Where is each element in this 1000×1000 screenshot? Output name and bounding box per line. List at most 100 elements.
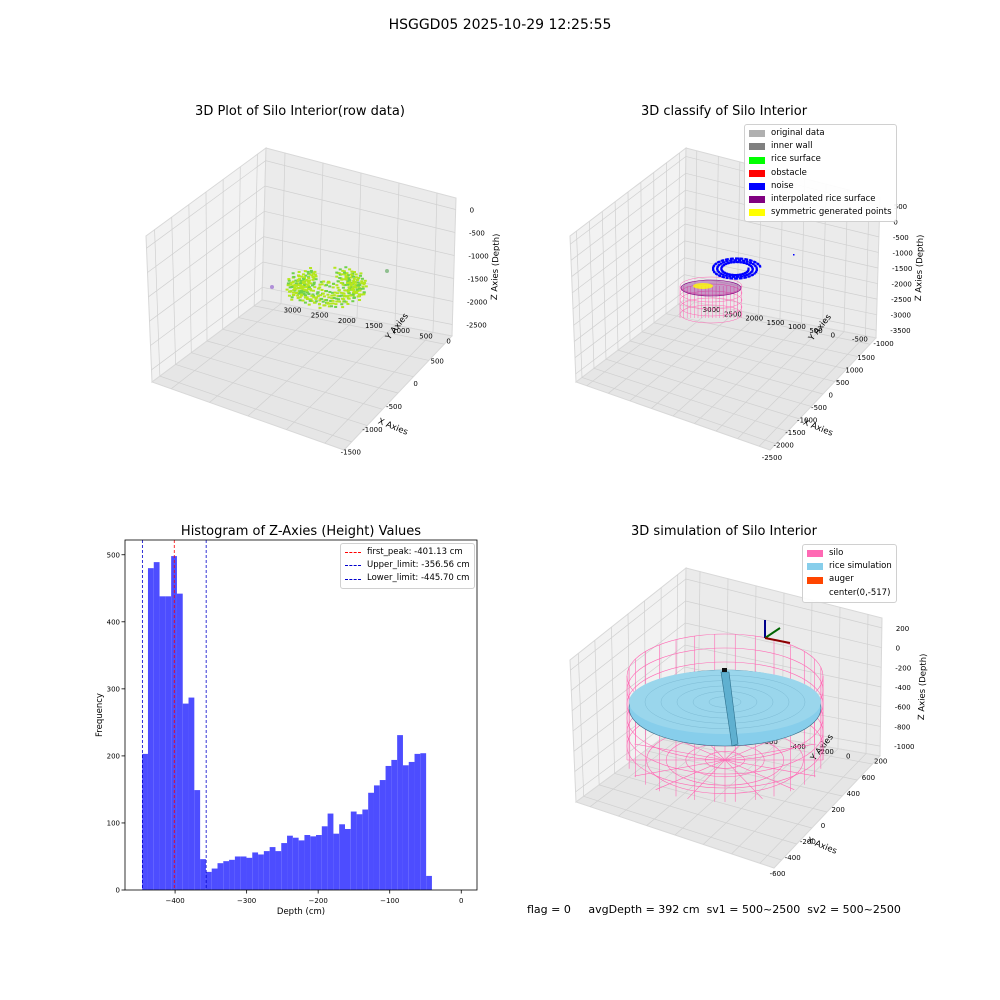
p1-point [300, 275, 304, 278]
p2-grid [570, 150, 880, 447]
legend-item: original data [749, 127, 892, 140]
p1-point [302, 293, 306, 295]
legend-line-swatch [345, 565, 361, 567]
p2-xtick: 500 [836, 379, 849, 387]
p4-silo-floor-spoke [724, 743, 816, 761]
p1-ytick: 1500 [365, 322, 383, 330]
p1-point [333, 266, 337, 269]
legend-label: noise [771, 180, 794, 191]
p1-point [355, 291, 359, 294]
p1-point [296, 274, 300, 277]
p2-noise-point [758, 264, 761, 267]
p1-point [303, 276, 307, 279]
p1-point [344, 300, 348, 303]
p1-point [340, 303, 344, 306]
p1-point [362, 291, 366, 294]
p1-point [285, 288, 289, 291]
p1-ztick: -1000 [468, 253, 488, 261]
p2-noise-point [720, 272, 723, 275]
p2-noise-point [730, 257, 733, 260]
p1-point [296, 294, 300, 297]
p1-point [331, 299, 335, 302]
p1-point [298, 296, 302, 299]
p2-zlabel: Z Axies (Depth) [914, 234, 926, 301]
histogram-bar [379, 780, 386, 890]
histogram-bar [391, 759, 398, 890]
p1-point [348, 268, 352, 271]
p1-point [328, 285, 332, 288]
p1-point [300, 285, 304, 288]
p2-xtick: 1500 [857, 354, 875, 362]
p2-noise-point [740, 257, 743, 260]
p1-point [346, 302, 350, 305]
p1-point [343, 271, 347, 274]
p3-ytick-label: 300 [107, 685, 120, 693]
p1-point [300, 291, 304, 294]
p1-point [307, 303, 311, 306]
p1-point [294, 282, 298, 285]
p1-point [305, 279, 309, 282]
p1-pane-floor [150, 299, 453, 451]
histogram-bar [362, 809, 369, 890]
sv2-text: sv2 = 500~2500 [807, 903, 901, 916]
panel3-histogram: −400 −300 −200 −100 0 0 100 200 300 400 500 Depth (… [95, 539, 478, 917]
p1-point [323, 304, 327, 307]
p1-point [339, 281, 343, 284]
p1-point [304, 294, 308, 297]
legend-label: Lower_limit: -445.70 cm [367, 573, 470, 584]
p2-noise-point [733, 259, 736, 262]
p1-point [327, 296, 331, 299]
p1-point [360, 282, 364, 285]
p1-point [314, 278, 318, 281]
p1-point [298, 279, 302, 282]
p2-noise-point [725, 274, 728, 277]
p2-ytick: 3000 [703, 306, 721, 314]
histogram-bar [223, 861, 230, 890]
p1-ztick: -2000 [467, 299, 487, 307]
p1-point [326, 302, 330, 305]
p2-noise-point [732, 261, 735, 264]
p2-xtick: -1500 [785, 429, 805, 437]
p2-noise-point [742, 272, 745, 275]
histogram-bar [408, 761, 415, 890]
p2-noise-point [729, 273, 732, 276]
p1-point [344, 266, 348, 269]
p4-ztick: -800 [894, 723, 910, 731]
p2-noise-point [747, 263, 750, 266]
p2-ytick: 2500 [724, 310, 742, 318]
legend-label: rice simulation [829, 561, 892, 572]
p2-xtick: -500 [811, 404, 827, 412]
legend-item: obstacle [749, 167, 892, 180]
p2-noise-point [740, 273, 743, 276]
p1-xtick: -1000 [362, 426, 382, 434]
p2-noise-point [753, 272, 756, 275]
p4-ztick: -600 [895, 704, 911, 712]
legend-swatch [749, 143, 765, 151]
p1-point [318, 283, 322, 286]
p1-point [342, 278, 346, 281]
p4-silo-floor-spoke [634, 759, 726, 777]
p1-point [325, 284, 328, 287]
p1-point [291, 291, 295, 294]
p2-noise-point [720, 267, 723, 270]
histogram-bar [339, 824, 345, 890]
p1-point [318, 286, 322, 289]
p1-point [298, 286, 302, 289]
p1-point [361, 285, 365, 288]
p1-point [344, 276, 348, 279]
p1-point [346, 290, 350, 293]
p1-point [318, 299, 322, 302]
p1-ytick: 1000 [392, 327, 410, 335]
p1-point [358, 274, 362, 277]
p1-point [336, 272, 340, 275]
p4-ztick: -400 [895, 684, 911, 692]
histogram-bar [200, 859, 206, 890]
p2-ytick: 0 [831, 331, 835, 339]
p1-point [309, 298, 313, 301]
p1-point [306, 284, 310, 287]
p1-point [332, 297, 336, 300]
p1-point [343, 300, 347, 303]
p2-noise-point [749, 264, 752, 267]
p1-point [343, 289, 347, 292]
p1-point [335, 297, 339, 300]
